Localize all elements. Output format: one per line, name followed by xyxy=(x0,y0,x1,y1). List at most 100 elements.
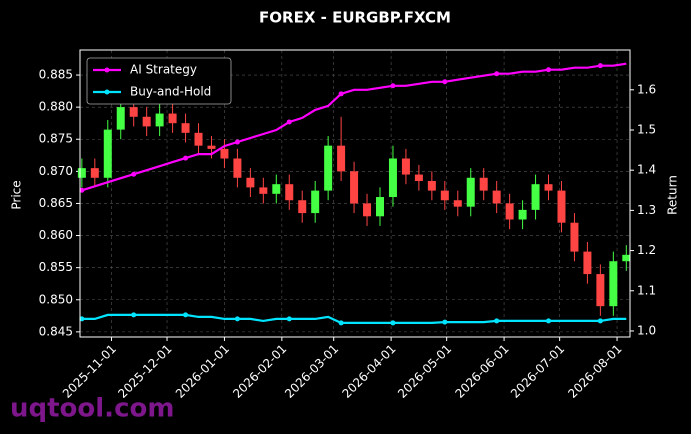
candle-body xyxy=(505,203,514,220)
candle-body xyxy=(259,187,268,194)
y2-tick-label: 1.0 xyxy=(637,323,656,337)
plot-frame xyxy=(79,49,631,338)
candle-body xyxy=(168,113,177,124)
line-marker xyxy=(338,320,344,326)
candle-body xyxy=(388,158,397,198)
candle-body xyxy=(427,180,436,191)
line-marker xyxy=(286,316,292,322)
candle-body xyxy=(531,184,540,210)
candle-body xyxy=(103,129,112,178)
x-tick-label: 2026-04-01 xyxy=(339,342,398,401)
return-line xyxy=(81,62,627,192)
legend-label: AI Strategy xyxy=(130,63,197,77)
candle-body xyxy=(570,222,579,252)
candle-body xyxy=(207,145,216,149)
x-tick-label: 2026-02-01 xyxy=(230,342,289,401)
line-marker xyxy=(546,67,552,73)
candle-body xyxy=(77,168,86,178)
line-marker xyxy=(131,171,137,177)
candle-body xyxy=(246,177,255,188)
candle-body xyxy=(453,200,462,207)
candle-body xyxy=(492,190,501,204)
candle-body xyxy=(129,107,138,117)
y-tick-label: 0.885 xyxy=(39,68,73,82)
line-marker xyxy=(442,319,448,325)
x-tick-label: 2026-01-01 xyxy=(173,342,232,401)
candle-body xyxy=(622,254,631,262)
y-tick-label: 0.850 xyxy=(39,292,73,306)
candle-body xyxy=(337,145,346,172)
candle-body xyxy=(414,174,423,181)
y-axis-label: Price xyxy=(10,180,24,209)
candle-body xyxy=(324,145,333,191)
legend-label: Buy-and-Hold xyxy=(130,85,211,99)
line-marker xyxy=(390,320,396,326)
y2-tick-label: 1.3 xyxy=(637,203,656,217)
candle-body xyxy=(466,177,475,207)
candle-body xyxy=(518,209,527,220)
x-tick-label: 2026-05-01 xyxy=(395,342,454,401)
y2-tick-label: 1.4 xyxy=(637,163,656,177)
x-tick-label: 2025-12-01 xyxy=(115,342,174,401)
candle-body xyxy=(181,123,190,133)
candle-body xyxy=(479,177,488,191)
x-tick-label: 2026-08-01 xyxy=(565,342,624,401)
candle-body xyxy=(544,184,553,191)
candle-body xyxy=(142,116,151,127)
chart-title: FOREX - EURGBP.FXCM xyxy=(259,9,451,27)
y-tick-label: 0.875 xyxy=(39,132,73,146)
line-marker xyxy=(234,139,240,145)
candle-body xyxy=(116,107,125,130)
x-tick-label: 2026-03-01 xyxy=(282,342,341,401)
line-marker xyxy=(546,318,552,324)
candle-body xyxy=(272,184,281,194)
y2-tick-label: 1.6 xyxy=(637,82,656,96)
line-marker xyxy=(442,79,448,85)
candle-body xyxy=(401,158,410,175)
legend-marker xyxy=(104,89,110,95)
line-marker xyxy=(390,83,396,89)
y2-axis-label: Return xyxy=(666,175,680,215)
candle-body xyxy=(376,197,384,217)
line-marker xyxy=(79,187,85,193)
y-tick-label: 0.865 xyxy=(39,196,73,210)
y-tick-label: 0.855 xyxy=(39,260,73,274)
watermark: uqtool.com xyxy=(10,394,174,424)
line-marker xyxy=(286,119,292,125)
candle-body xyxy=(609,261,618,307)
candle-body xyxy=(583,251,592,275)
candle-body xyxy=(298,200,307,214)
candle-body xyxy=(220,148,229,159)
candle-body xyxy=(90,168,99,178)
line-marker xyxy=(338,91,344,97)
y2-tick-label: 1.5 xyxy=(637,122,656,136)
candle-body xyxy=(285,184,294,201)
line-marker xyxy=(183,312,189,318)
candle-body xyxy=(557,190,566,223)
x-tick-label: 2026-06-01 xyxy=(452,342,511,401)
y-tick-label: 0.845 xyxy=(39,324,73,338)
candle-body xyxy=(155,113,164,127)
line-marker xyxy=(494,318,500,324)
line-marker xyxy=(494,71,500,77)
candle-body xyxy=(233,158,242,178)
return-line xyxy=(81,313,627,324)
y-tick-label: 0.870 xyxy=(39,164,73,178)
line-marker xyxy=(131,312,137,318)
x-tick-label: 2025-11-01 xyxy=(60,342,119,401)
candle-body xyxy=(350,171,359,204)
legend-marker xyxy=(104,67,110,73)
line-marker xyxy=(597,63,603,69)
candle-body xyxy=(363,203,372,217)
candle-body xyxy=(596,274,605,307)
y2-tick-label: 1.1 xyxy=(637,283,656,297)
line-marker xyxy=(234,316,240,322)
y-tick-label: 0.880 xyxy=(39,100,73,114)
line-marker xyxy=(183,155,189,161)
legend xyxy=(86,57,232,105)
line-marker xyxy=(597,318,603,324)
y-tick-label: 0.860 xyxy=(39,228,73,242)
candle-body xyxy=(311,190,320,214)
x-tick-label: 2026-07-01 xyxy=(508,342,567,401)
